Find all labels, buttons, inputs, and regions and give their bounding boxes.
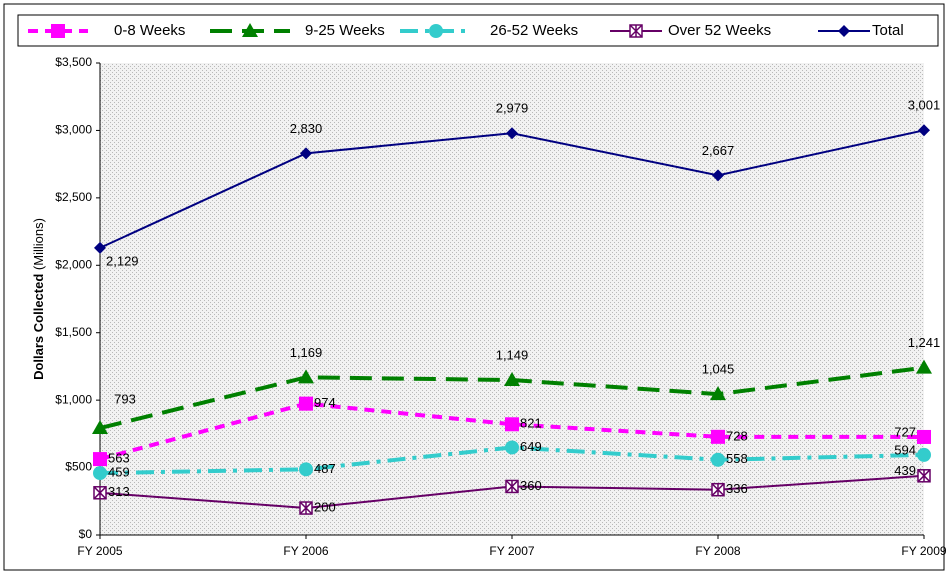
legend-label: 0-8 Weeks	[114, 22, 185, 39]
marker	[505, 440, 519, 455]
marker	[299, 501, 313, 515]
data-label: 728	[726, 428, 748, 443]
marker	[629, 24, 643, 38]
data-label: 558	[726, 451, 748, 466]
y-tick-label: $0	[79, 527, 93, 541]
marker	[711, 452, 725, 467]
data-label: 360	[520, 478, 542, 493]
data-label: 487	[314, 461, 336, 476]
marker-cross	[711, 483, 725, 497]
marker	[918, 124, 930, 137]
x-tick-label: FY 2009	[901, 544, 946, 558]
marker	[711, 429, 725, 444]
data-label: 793	[114, 391, 136, 406]
marker	[51, 24, 65, 38]
marker	[505, 417, 519, 432]
y-tick-label: $1,000	[55, 392, 92, 406]
y-tick-label: $2,000	[55, 257, 92, 271]
marker	[94, 241, 106, 254]
marker-cross	[629, 24, 643, 38]
y-label-unit: (Millions)	[31, 218, 46, 270]
data-label: 727	[894, 424, 916, 439]
data-label: 1,149	[496, 347, 529, 362]
data-label: 1,241	[908, 335, 941, 350]
legend-label: 9-25 Weeks	[305, 22, 385, 39]
data-label: 313	[108, 484, 130, 499]
data-label: 563	[108, 451, 130, 466]
marker	[917, 469, 931, 483]
marker	[93, 466, 107, 481]
marker	[838, 25, 850, 37]
marker	[298, 369, 314, 384]
data-label: 459	[108, 465, 130, 480]
marker	[242, 23, 258, 37]
y-tick-label: $1,500	[55, 325, 92, 339]
y-label-main: Dollars Collected	[31, 274, 46, 380]
legend-label: 26-52 Weeks	[490, 22, 578, 39]
marker	[710, 386, 726, 401]
data-label: 594	[894, 442, 916, 457]
marker-cross	[917, 469, 931, 483]
y-tick-label: $2,500	[55, 190, 92, 204]
marker	[299, 462, 313, 477]
legend-label: Over 52 Weeks	[668, 22, 771, 39]
marker	[917, 429, 931, 444]
data-label: 1,169	[290, 345, 323, 360]
data-label: 3,001	[908, 98, 941, 113]
legend-box	[17, 14, 939, 47]
marker	[429, 24, 443, 38]
x-tick-label: FY 2008	[695, 544, 740, 558]
y-tick-label: $3,500	[55, 55, 92, 69]
data-label: 2,979	[496, 101, 529, 116]
data-label: 2,129	[106, 253, 139, 268]
marker	[93, 452, 107, 467]
series-line	[99, 401, 925, 462]
marker-cross	[505, 479, 519, 493]
marker	[505, 479, 519, 494]
data-label: 200	[314, 499, 336, 514]
marker	[506, 127, 518, 140]
marker-cross	[93, 486, 107, 500]
data-label: 336	[726, 481, 748, 496]
y-tick-label: $500	[65, 460, 92, 474]
marker	[504, 372, 520, 387]
marker	[916, 359, 932, 374]
marker	[917, 447, 931, 462]
data-label: 439	[894, 463, 916, 478]
x-tick-label: FY 2007	[489, 544, 534, 558]
marker-cross	[299, 501, 313, 515]
data-label: 2,830	[290, 121, 323, 136]
marker	[712, 169, 724, 182]
marker	[711, 482, 725, 497]
data-label: 821	[520, 416, 542, 431]
marker	[93, 486, 107, 500]
data-label: 649	[520, 439, 542, 454]
marker	[92, 420, 108, 435]
x-tick-label: FY 2005	[77, 544, 122, 558]
data-label: 974	[314, 395, 336, 410]
y-tick-label: $3,000	[55, 123, 92, 137]
legend-label: Total	[872, 22, 904, 39]
y-axis-label: Dollars Collected (Millions)	[31, 218, 46, 380]
data-label: 1,045	[702, 362, 735, 377]
data-label: 2,667	[702, 143, 735, 158]
marker	[300, 147, 312, 160]
x-tick-label: FY 2006	[283, 544, 328, 558]
marker	[299, 396, 313, 411]
